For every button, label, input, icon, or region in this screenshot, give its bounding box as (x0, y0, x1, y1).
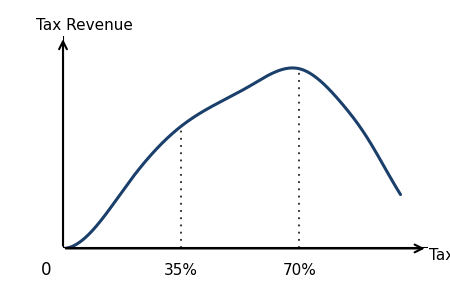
Text: Tax Revenue: Tax Revenue (36, 18, 133, 33)
Text: 35%: 35% (164, 263, 198, 278)
Text: 0: 0 (40, 261, 51, 279)
Text: Tax Rate: Tax Rate (429, 248, 450, 263)
Text: 70%: 70% (282, 263, 316, 278)
